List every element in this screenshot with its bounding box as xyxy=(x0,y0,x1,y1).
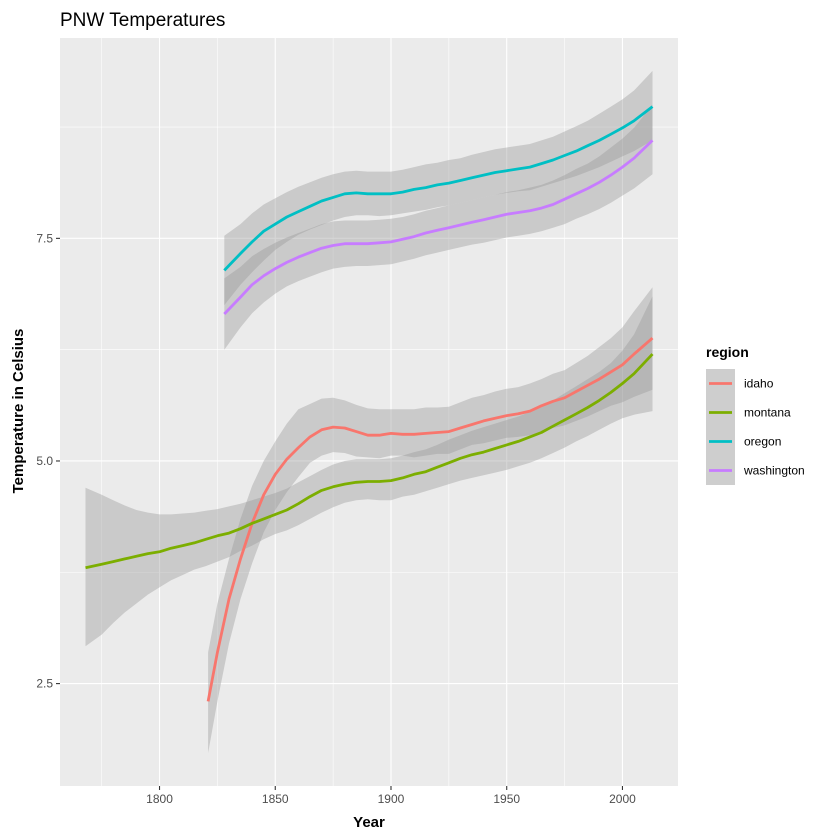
series-lines xyxy=(85,105,654,702)
ribbon-idaho xyxy=(208,287,653,754)
y-tick-label: 7.5 xyxy=(36,231,53,245)
y-tick-label: 5.0 xyxy=(36,454,53,468)
y-tick-label: 2.5 xyxy=(36,677,53,691)
legend-label-idaho: idaho xyxy=(744,377,774,391)
x-tick-label: 1800 xyxy=(146,792,173,806)
x-tick-label: 1900 xyxy=(378,792,405,806)
chart-title: PNW Temperatures xyxy=(60,10,225,31)
line-idaho xyxy=(206,337,654,702)
legend-label-washington: washington xyxy=(743,464,805,478)
ribbon-washington xyxy=(224,104,653,350)
ribbon-oregon xyxy=(224,70,653,306)
x-tick-label: 1850 xyxy=(262,792,289,806)
ribbon-montana xyxy=(85,296,653,647)
x-axis-title: Year xyxy=(353,814,385,831)
y-axis-title: Temperature in Celsius xyxy=(10,329,27,494)
legend-label-oregon: oregon xyxy=(744,435,781,449)
confidence-ribbons xyxy=(85,70,653,754)
x-tick-label: 2000 xyxy=(609,792,636,806)
legend-title: region xyxy=(706,344,749,360)
major-gridlines xyxy=(60,38,678,786)
y-axis: 2.5 5.0 7.5 xyxy=(36,231,60,691)
line-montana xyxy=(85,353,654,570)
x-tick-label: 1950 xyxy=(493,792,520,806)
line-washington xyxy=(223,139,654,315)
legend: region idaho montana oregon washington xyxy=(706,344,805,485)
minor-gridlines xyxy=(60,38,678,786)
x-axis: 1800 1850 1900 1950 2000 xyxy=(146,786,636,806)
plot-panel xyxy=(60,38,678,786)
legend-label-montana: montana xyxy=(744,406,791,420)
line-oregon xyxy=(223,105,654,272)
